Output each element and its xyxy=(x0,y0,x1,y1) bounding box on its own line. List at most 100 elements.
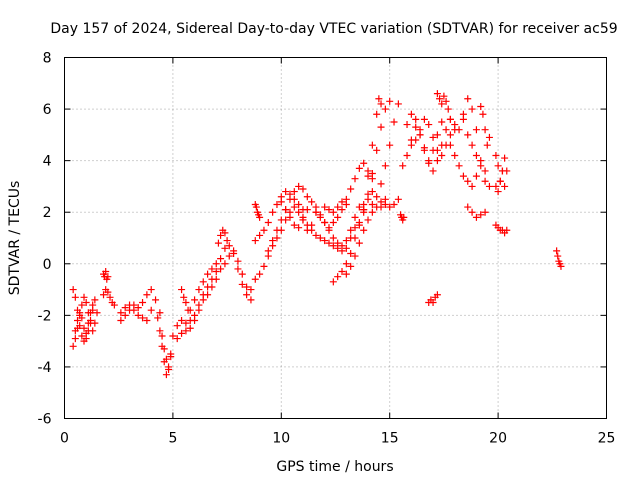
data-point xyxy=(468,208,476,216)
data-point xyxy=(381,105,389,113)
data-point xyxy=(347,262,355,270)
data-point xyxy=(446,115,454,123)
data-point xyxy=(468,182,476,190)
data-point xyxy=(160,345,168,353)
data-point xyxy=(483,141,491,149)
data-point xyxy=(178,329,186,337)
x-axis-label: GPS time / hours xyxy=(276,459,393,475)
data-point xyxy=(286,195,294,203)
data-point xyxy=(407,141,415,149)
data-point xyxy=(459,172,467,180)
data-point xyxy=(156,309,164,317)
data-point xyxy=(433,157,441,165)
data-point xyxy=(494,162,502,170)
series-arc-35 xyxy=(407,115,459,159)
data-point xyxy=(438,118,446,126)
series-arc-27 xyxy=(342,195,389,278)
data-point xyxy=(446,141,454,149)
data-point xyxy=(251,275,259,283)
data-point xyxy=(225,242,233,250)
series-arc-23 xyxy=(312,208,359,255)
data-point xyxy=(221,260,229,268)
data-point xyxy=(351,252,359,260)
data-point xyxy=(442,97,450,105)
data-point xyxy=(217,231,225,239)
data-point xyxy=(436,95,444,103)
data-point xyxy=(351,213,359,221)
data-point xyxy=(321,237,329,245)
chart-title: Day 157 of 2024, Sidereal Day-to-day VTE… xyxy=(50,21,617,37)
data-point xyxy=(464,203,472,211)
data-point xyxy=(368,208,376,216)
data-point xyxy=(368,141,376,149)
data-point xyxy=(126,306,134,314)
data-point xyxy=(468,141,476,149)
data-point xyxy=(403,151,411,159)
data-point xyxy=(195,306,203,314)
data-point xyxy=(299,185,307,193)
data-point xyxy=(295,208,303,216)
x-tick-label: 5 xyxy=(168,431,177,447)
data-point xyxy=(110,301,118,309)
data-point xyxy=(104,288,112,296)
data-point xyxy=(364,190,372,198)
data-point xyxy=(312,231,320,239)
data-point xyxy=(134,304,142,312)
data-point xyxy=(386,97,394,105)
data-point xyxy=(76,309,84,317)
data-point xyxy=(80,293,88,301)
data-point xyxy=(269,208,277,216)
data-point xyxy=(104,273,112,281)
data-point xyxy=(338,268,346,276)
data-point xyxy=(204,270,212,278)
data-point xyxy=(442,126,450,134)
data-point xyxy=(134,311,142,319)
data-point xyxy=(195,286,203,294)
data-point xyxy=(360,159,368,167)
data-point xyxy=(223,237,231,245)
data-point xyxy=(162,355,170,363)
data-point xyxy=(479,110,487,118)
series-arc-37 xyxy=(433,90,454,123)
data-point xyxy=(416,126,424,134)
data-point xyxy=(71,327,79,335)
data-point xyxy=(329,242,337,250)
data-point xyxy=(364,172,372,180)
data-point xyxy=(69,286,77,294)
series-arc-45 xyxy=(492,221,511,237)
data-point xyxy=(360,226,368,234)
data-point xyxy=(355,221,363,229)
data-point xyxy=(295,224,303,232)
data-point xyxy=(316,213,324,221)
data-point xyxy=(342,270,350,278)
data-point xyxy=(440,92,448,100)
data-point xyxy=(147,286,155,294)
data-point xyxy=(477,102,485,110)
data-point xyxy=(217,255,225,263)
data-point xyxy=(243,291,251,299)
data-point xyxy=(433,291,441,299)
data-point xyxy=(252,203,260,211)
y-axis-label: SDTVAR / TECUs xyxy=(7,181,23,296)
series-arc-09 xyxy=(158,332,175,371)
data-point xyxy=(351,224,359,232)
data-point xyxy=(459,115,467,123)
data-point xyxy=(368,170,376,178)
data-point xyxy=(477,157,485,165)
data-point xyxy=(390,200,398,208)
data-point xyxy=(464,95,472,103)
data-point xyxy=(481,208,489,216)
data-point xyxy=(173,322,181,330)
data-point xyxy=(91,296,99,304)
data-point xyxy=(360,200,368,208)
series-arc-38 xyxy=(446,141,489,190)
data-point xyxy=(264,219,272,227)
series-arc-32 xyxy=(397,211,408,224)
data-point xyxy=(321,203,329,211)
series-arc-24 xyxy=(321,198,350,216)
data-point xyxy=(230,247,238,255)
data-point xyxy=(212,260,220,268)
series-arc-10 xyxy=(169,255,225,343)
data-point xyxy=(451,151,459,159)
data-point xyxy=(106,293,114,301)
